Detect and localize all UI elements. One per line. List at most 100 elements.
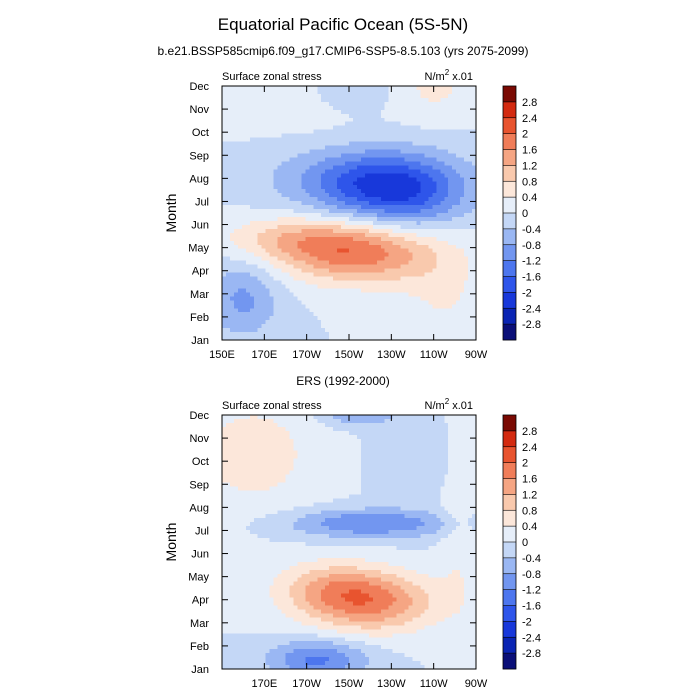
- contour-cell: [337, 304, 342, 309]
- contour-cell: [273, 125, 279, 131]
- contour-cell: [289, 280, 295, 286]
- contour-cell: [436, 133, 441, 139]
- contour-cell: [229, 332, 235, 337]
- contour-cell: [321, 93, 326, 99]
- contour-cell: [408, 89, 414, 95]
- contour-cell: [297, 137, 302, 143]
- contour-cell: [337, 232, 342, 238]
- contour-cell: [341, 97, 346, 103]
- contour-cell: [265, 633, 271, 638]
- contour-cell: [261, 454, 267, 460]
- contour-cell: [229, 280, 235, 286]
- contour-cell: [241, 418, 247, 424]
- contour-cell: [448, 308, 453, 313]
- contour-cell: [352, 125, 358, 131]
- contour-cell: [404, 149, 410, 155]
- contour-cell: [468, 260, 473, 266]
- contour-cell: [424, 224, 429, 230]
- contour-cell: [428, 256, 433, 262]
- contour-cell: [269, 248, 275, 254]
- contour-cell: [321, 169, 326, 174]
- contour-cell: [229, 589, 235, 595]
- contour-cell: [241, 149, 247, 155]
- contour-cell: [345, 141, 350, 147]
- contour-cell: [352, 300, 358, 305]
- contour-cell: [317, 276, 322, 282]
- contour-cell: [396, 336, 402, 341]
- contour-cell: [245, 561, 251, 567]
- colorbar-label: -0.8: [522, 240, 541, 252]
- contour-cell: [325, 288, 330, 293]
- contour-cell: [384, 117, 390, 123]
- contour-cell: [341, 153, 346, 159]
- contour-cell: [253, 434, 259, 440]
- contour-cell: [408, 185, 414, 190]
- contour-cell: [325, 86, 330, 91]
- contour-cell: [368, 256, 374, 262]
- contour-cell: [225, 165, 231, 170]
- contour-cell: [380, 133, 386, 139]
- contour-cell: [376, 284, 382, 290]
- contour-cell: [245, 149, 251, 155]
- contour-cell: [249, 316, 255, 321]
- y-tick-label: Nov: [189, 104, 209, 116]
- contour-cell: [424, 101, 429, 107]
- contour-cell: [225, 121, 231, 127]
- contour-cell: [261, 490, 267, 495]
- contour-cell: [424, 201, 429, 206]
- contour-cell: [285, 276, 291, 282]
- contour-cell: [368, 149, 374, 155]
- contour-cell: [364, 137, 370, 143]
- contour-cell: [229, 300, 235, 305]
- contour-cell: [372, 324, 378, 329]
- contour-cell: [277, 177, 283, 182]
- contour-cell: [225, 129, 231, 135]
- contour-cell: [305, 133, 310, 139]
- contour-cell: [297, 268, 302, 274]
- contour-cell: [356, 256, 362, 262]
- contour-cell: [420, 109, 426, 115]
- contour-cell: [436, 268, 441, 274]
- contour-cell: [245, 661, 251, 666]
- colorbar-swatch: [503, 197, 516, 214]
- contour-cell: [265, 308, 271, 313]
- contour-cell: [448, 264, 453, 270]
- contour-cell: [225, 105, 231, 111]
- contour-cell: [384, 220, 390, 226]
- contour-cell: [222, 418, 227, 424]
- contour-cell: [325, 201, 330, 206]
- contour-cell: [452, 157, 457, 163]
- contour-cell: [245, 446, 251, 452]
- contour-cell: [257, 113, 263, 119]
- contour-cell: [249, 201, 255, 206]
- contour-cell: [265, 316, 271, 321]
- contour-cell: [222, 498, 227, 503]
- contour-cell: [261, 561, 267, 567]
- contour-cell: [356, 240, 362, 246]
- contour-cell: [261, 97, 267, 103]
- contour-cell: [464, 284, 469, 290]
- contour-cell: [317, 205, 322, 210]
- contour-cell: [372, 173, 378, 178]
- contour-cell: [289, 101, 295, 107]
- contour-cell: [233, 93, 239, 99]
- contour-cell: [356, 300, 362, 305]
- contour-cell: [261, 185, 267, 190]
- contour-cell: [460, 89, 465, 95]
- contour-cell: [392, 213, 398, 218]
- contour-cell: [372, 284, 378, 290]
- contour-cell: [222, 101, 227, 107]
- contour-cell: [249, 264, 255, 270]
- contour-cell: [237, 422, 243, 428]
- contour-cell: [229, 264, 235, 270]
- contour-cell: [432, 268, 437, 274]
- contour-cell: [456, 209, 461, 214]
- contour-cell: [269, 232, 275, 238]
- contour-cell: [253, 565, 259, 571]
- contour-cell: [424, 89, 429, 95]
- contour-cell: [452, 240, 457, 246]
- contour-cell: [269, 415, 275, 420]
- contour-cell: [297, 125, 302, 131]
- contour-cell: [360, 129, 366, 135]
- contour-cell: [261, 593, 267, 599]
